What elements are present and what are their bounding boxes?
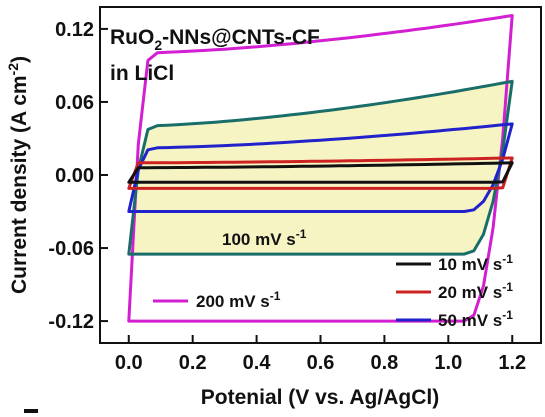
x-tick-label-0: 0.0 — [115, 352, 143, 374]
x-tick-label-5: 1.0 — [434, 352, 462, 374]
y-tick-label-0: 0.12 — [55, 19, 94, 41]
series-line-20mV — [127, 156, 514, 190]
y-axis-title: Current density (A cm-2) — [5, 56, 31, 294]
legend-label-50: 50 mV s-1 — [438, 308, 513, 330]
x-tick-label-2: 0.4 — [243, 352, 272, 374]
x-tick-label-3: 0.6 — [307, 352, 335, 374]
series-line-200mV — [127, 14, 514, 323]
x-axis-title: Potenial (V vs. Ag/AgCl) — [201, 386, 439, 409]
highlight-label: 100 mV s-1 — [222, 227, 307, 249]
x-tick-label-6: 1.2 — [498, 352, 526, 374]
y-tick-label-4: -0.12 — [48, 311, 94, 333]
series-line-50mV — [127, 122, 514, 213]
axis-ticks — [100, 27, 514, 343]
electrolyte-annotation: in LiCl — [110, 62, 174, 85]
cv-curves — [127, 14, 514, 323]
series-line-10mV — [127, 161, 514, 184]
x-tick-label-1: 0.2 — [179, 352, 207, 374]
pink-label: 200 mV s-1 — [196, 289, 281, 311]
y-tick-label-2: 0.00 — [55, 165, 94, 187]
material-annotation: RuO2-NNs@CNTs-CF — [110, 26, 320, 53]
x-tick-label-4: 0.8 — [371, 352, 399, 374]
legend-label-20: 20 mV s-1 — [438, 280, 513, 302]
corner-mark — [24, 409, 38, 413]
y-tick-label-3: -0.06 — [48, 238, 94, 260]
highlight-label-swatch — [180, 229, 214, 247]
legend-label-10: 10 mV s-1 — [438, 252, 513, 274]
series-line-100mV — [127, 79, 514, 256]
tick-labels: 0.0 0.2 0.4 0.6 0.8 1.0 1.2 0.12 0.06 0.00 -0.06 -0… — [48, 19, 526, 374]
y-tick-label-1: 0.06 — [55, 92, 94, 114]
legend: 10 mV s-1 20 mV s-1 50 mV s-1 — [396, 252, 513, 330]
